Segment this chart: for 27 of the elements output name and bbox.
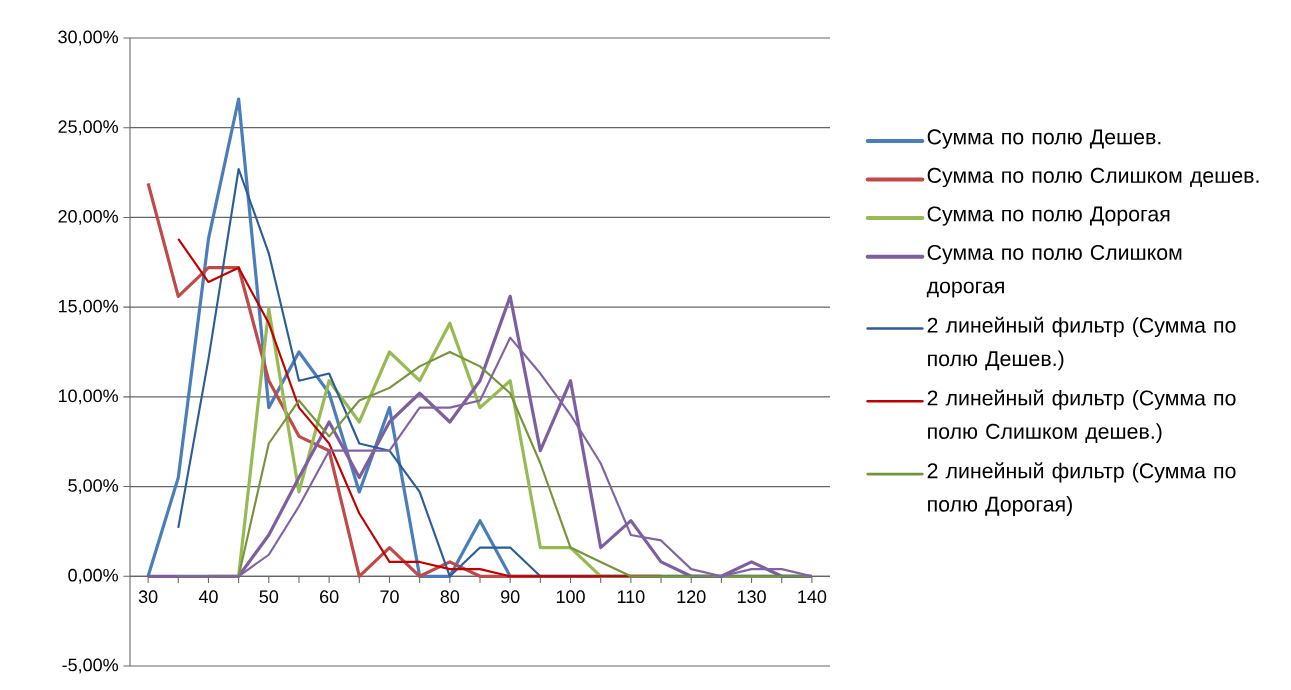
x-tick-label: 90 (501, 590, 520, 604)
legend-label: Сумма по полю Слишком дешев. (927, 167, 1259, 188)
y-tick-label: 0,00% (68, 568, 118, 584)
y-tick-label: 20,00% (58, 209, 118, 225)
x-tick-label: 140 (798, 590, 827, 604)
legend-label: 2 линейный фильтр (Сумма по полю Дешев.) (927, 316, 1236, 371)
x-tick-label: 60 (320, 590, 339, 604)
x-tick-label: 120 (677, 590, 706, 604)
y-tick-label: -5,00% (62, 658, 118, 674)
x-tick-label: 110 (617, 590, 645, 604)
x-tick-label: 80 (440, 590, 460, 604)
y-tick-label: 10,00% (58, 389, 118, 405)
y-tick-label: 30,00% (58, 30, 118, 46)
legend-label: Сумма по полю Дорогая (927, 206, 1170, 226)
x-tick-label: 40 (198, 590, 218, 604)
legend-label: 2 линейный фильтр (Сумма по полю Дорогая) (927, 462, 1236, 516)
x-tick-label: 100 (556, 590, 585, 604)
x-tick-label: 130 (737, 590, 766, 604)
legend-label: 2 линейный фильтр (Сумма по полю Слишком дешев.) (927, 389, 1236, 444)
legend-label: Сумма по полю Дешев. (927, 129, 1161, 149)
x-tick-label: 70 (380, 590, 399, 604)
y-tick-label: 15,00% (58, 299, 118, 315)
y-tick-label: 5,00% (68, 479, 118, 494)
y-tick-label: 25,00% (58, 120, 118, 136)
legend-label: Сумма по полю Слишком дорогая (926, 244, 1182, 298)
x-tick-label: 30 (138, 590, 158, 604)
x-tick-label: 50 (259, 590, 279, 604)
